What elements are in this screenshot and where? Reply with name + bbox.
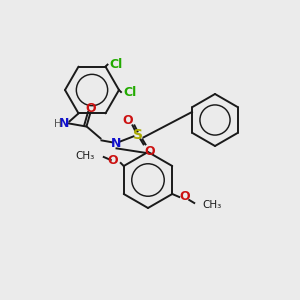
Text: CH₃: CH₃ [202, 200, 221, 210]
Text: N: N [111, 137, 122, 150]
Text: N: N [59, 117, 70, 130]
Text: Cl: Cl [123, 85, 136, 98]
Text: CH₃: CH₃ [76, 151, 95, 161]
Text: Cl: Cl [110, 58, 123, 71]
Text: H: H [54, 119, 61, 129]
Text: O: O [107, 154, 118, 166]
Text: O: O [144, 145, 155, 158]
Text: O: O [179, 190, 190, 203]
Text: O: O [122, 114, 133, 127]
Text: O: O [85, 102, 96, 115]
Text: S: S [134, 128, 143, 142]
